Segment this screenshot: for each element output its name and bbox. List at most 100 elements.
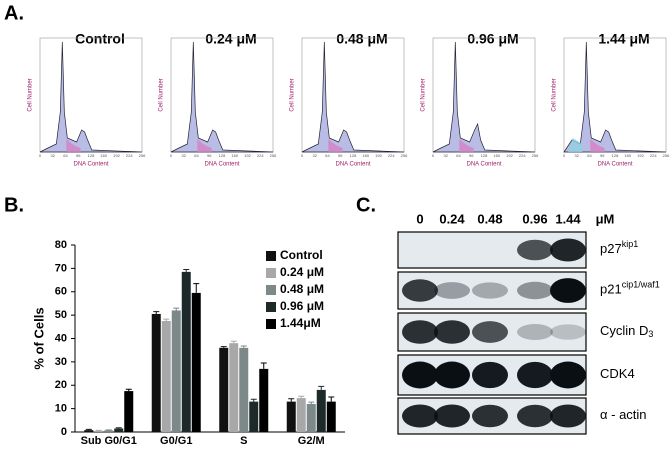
flow-y-label: Cell Number <box>28 78 34 111</box>
flow-x-tick: 160 <box>493 153 500 158</box>
bar-chart: % of Cells 0 10 20 30 40 50 60 70 80 Sub G0/G1 G0/G… <box>31 239 345 447</box>
flow-x-tick: 224 <box>126 153 133 158</box>
blot-band <box>517 361 553 389</box>
blot-band <box>472 282 508 299</box>
blot-band <box>402 404 438 428</box>
flow-x-tick: 256 <box>401 153 408 158</box>
protein-label: Cyclin D3 <box>600 323 653 339</box>
flow-x-tick: 96 <box>600 153 605 158</box>
y-tick-label: 40 <box>55 332 67 344</box>
flow-x-tick: 160 <box>624 153 631 158</box>
flow-x-tick: 160 <box>231 153 238 158</box>
flow-frame <box>563 37 667 153</box>
flow-frame <box>39 37 143 153</box>
flow-s-phase <box>66 139 81 152</box>
protein-sup: cip1/waf1 <box>622 280 660 290</box>
dose-label: 0.48 <box>477 211 502 226</box>
error-bar <box>288 398 295 402</box>
bar <box>259 368 269 432</box>
flow-x-tick: 192 <box>113 153 120 158</box>
flow-x-tick: 160 <box>362 153 369 158</box>
blot-band <box>472 404 508 428</box>
flow-y-label: Cell Number <box>159 78 165 111</box>
flow-panels: Control Cell Number DNA Content 0 32 64 96 128 1… <box>28 31 671 168</box>
legend-swatch <box>266 285 276 295</box>
flow-x-tick: 128 <box>88 153 95 158</box>
flow-x-tick: 224 <box>650 153 657 158</box>
legend-label: 0.24 μM <box>280 265 324 279</box>
error-bar <box>163 318 170 321</box>
blot-band <box>550 238 586 262</box>
flow-x-tick: 256 <box>532 153 539 158</box>
flow-s-phase <box>328 139 343 152</box>
blot-band <box>472 321 508 343</box>
blot-band <box>550 361 586 389</box>
dose-label: 0 <box>416 211 423 226</box>
panel-label: A. <box>4 2 24 24</box>
western-blot: 0 0.24 0.48 0.96 1.44 μM p27kip1 p21cip1/waf1 Cy… <box>397 211 660 435</box>
flow-x-tick: 32 <box>575 153 580 158</box>
error-bar <box>260 362 267 369</box>
legend-label: 0.48 μM <box>280 282 324 296</box>
flow-x-tick: 96 <box>469 153 474 158</box>
flow-x-tick: 0 <box>39 153 42 158</box>
bar <box>124 391 134 432</box>
protein-name: Cyclin D <box>600 323 648 338</box>
error-bar <box>230 340 237 344</box>
protein-name: α - actin <box>600 407 647 422</box>
blot-band <box>434 282 470 299</box>
bar <box>219 347 229 432</box>
flow-x-tick: 160 <box>100 153 107 158</box>
flow-frame <box>170 37 274 153</box>
flow-frame <box>301 37 405 153</box>
blot-band <box>550 278 586 303</box>
x-tick-label: G0/G1 <box>160 435 192 447</box>
legend-swatch <box>266 319 276 329</box>
flow-histogram <box>170 41 274 153</box>
panel-label: C. <box>356 194 376 216</box>
flow-x-tick: 0 <box>563 153 566 158</box>
error-bar <box>240 345 247 348</box>
x-tick-label: G2/M <box>298 435 325 447</box>
blot-band <box>517 324 553 340</box>
flow-x-tick: 256 <box>139 153 146 158</box>
bar <box>171 310 181 432</box>
flow-x-tick: 256 <box>270 153 277 158</box>
bar <box>316 389 326 432</box>
flow-y-label: Cell Number <box>290 78 296 111</box>
bar <box>296 398 306 432</box>
flow-x-tick: 192 <box>637 153 644 158</box>
flow-x-tick: 96 <box>338 153 343 158</box>
error-bar <box>220 346 227 348</box>
flow-s-phase <box>197 139 212 152</box>
bar <box>286 401 296 432</box>
blot-band <box>550 324 586 340</box>
flow-x-tick: 256 <box>663 153 670 158</box>
blot-band <box>550 404 586 428</box>
legend-swatch <box>266 302 276 312</box>
error-bar <box>173 307 180 311</box>
flow-histogram <box>432 41 536 153</box>
blot-band <box>434 361 470 389</box>
flow-x-label: DNA Content <box>466 162 501 168</box>
y-tick-label: 80 <box>55 239 67 251</box>
bar <box>84 430 94 432</box>
flow-s-phase <box>459 139 474 152</box>
flow-x-tick: 96 <box>207 153 212 158</box>
bar <box>94 430 104 432</box>
flow-title: Control <box>75 31 125 47</box>
flow-x-tick: 192 <box>244 153 251 158</box>
y-tick-label: 60 <box>55 286 67 298</box>
error-bar <box>125 388 132 392</box>
flow-x-tick: 32 <box>182 153 187 158</box>
error-bar <box>328 396 335 402</box>
blot-band <box>402 279 438 302</box>
flow-x-tick: 64 <box>325 153 330 158</box>
flow-s-phase <box>590 139 605 152</box>
flow-x-tick: 32 <box>313 153 318 158</box>
protein-label: p21cip1/waf1 <box>600 280 660 297</box>
x-tick-label: Sub G0/G1 <box>81 435 137 447</box>
flow-title: 1.44 μM <box>598 31 649 47</box>
blot-band <box>517 404 553 428</box>
